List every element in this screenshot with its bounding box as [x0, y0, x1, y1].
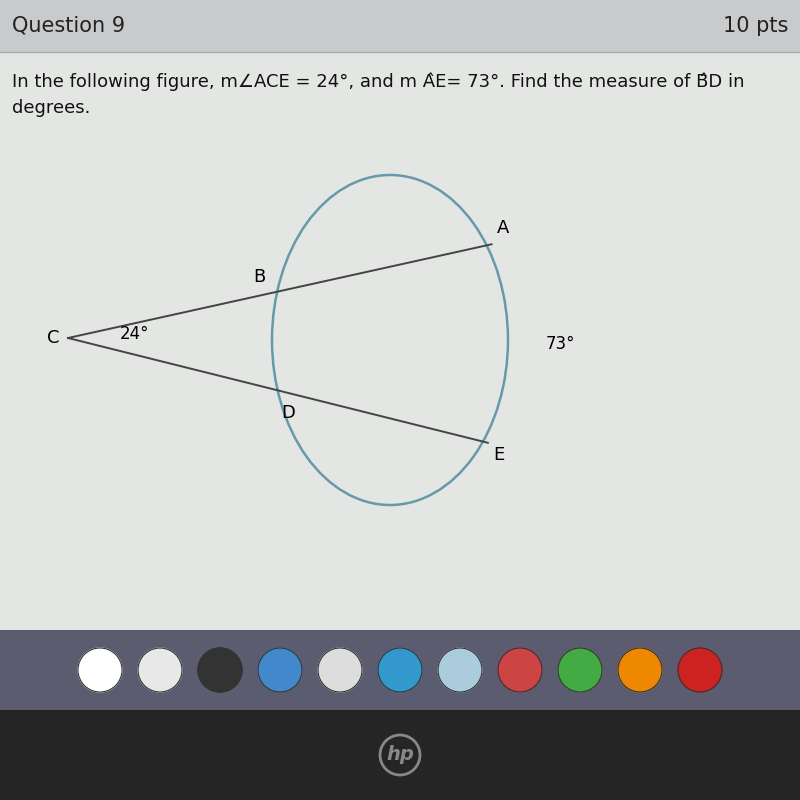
Circle shape	[438, 648, 482, 692]
Circle shape	[318, 648, 362, 692]
Circle shape	[78, 648, 122, 692]
FancyBboxPatch shape	[0, 630, 800, 710]
Text: Question 9: Question 9	[12, 16, 125, 36]
Circle shape	[378, 648, 422, 692]
Text: D: D	[282, 404, 295, 422]
FancyBboxPatch shape	[0, 0, 800, 52]
Circle shape	[618, 648, 662, 692]
Text: 24°: 24°	[120, 325, 150, 343]
Text: In the following figure, m∠ACE = 24°, and m ÂE= 73°. Find the measure of B̂D in: In the following figure, m∠ACE = 24°, an…	[12, 73, 745, 91]
FancyBboxPatch shape	[0, 50, 800, 630]
FancyBboxPatch shape	[0, 710, 800, 800]
Text: A: A	[497, 219, 509, 238]
Text: B: B	[253, 268, 265, 286]
Text: C: C	[47, 329, 60, 347]
Text: hp: hp	[386, 746, 414, 765]
Circle shape	[558, 648, 602, 692]
Circle shape	[498, 648, 542, 692]
Circle shape	[678, 648, 722, 692]
Circle shape	[258, 648, 302, 692]
Text: degrees.: degrees.	[12, 99, 90, 117]
Text: 10 pts: 10 pts	[722, 16, 788, 36]
Text: E: E	[493, 446, 504, 463]
Circle shape	[198, 648, 242, 692]
Circle shape	[138, 648, 182, 692]
Text: 73°: 73°	[546, 335, 575, 354]
